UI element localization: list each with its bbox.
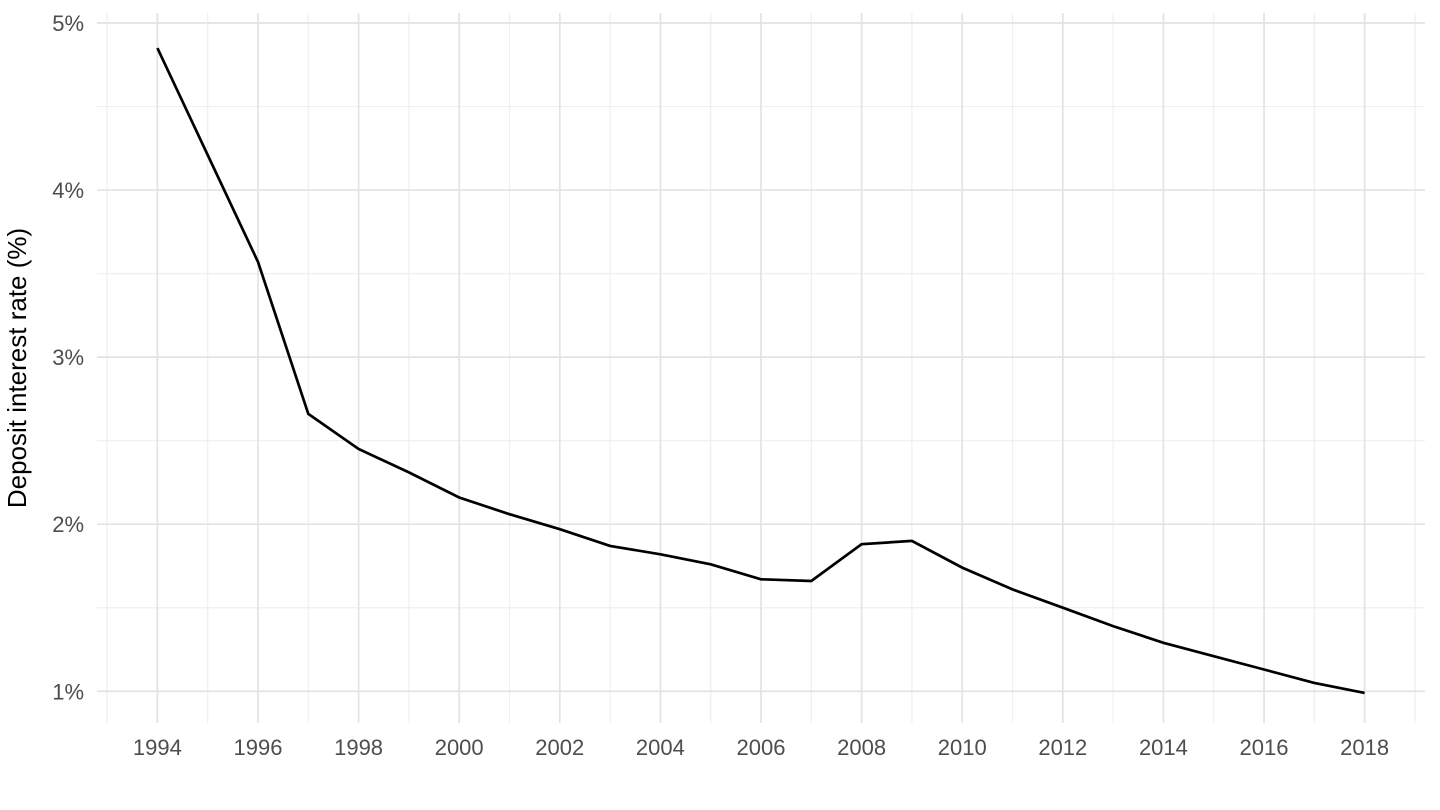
- y-axis-tick-labels: 1% 2% 3% 4% 5%: [52, 11, 84, 704]
- x-tick-label: 2014: [1139, 735, 1188, 760]
- x-tick-label: 1996: [233, 735, 282, 760]
- x-tick-label: 2008: [837, 735, 886, 760]
- x-tick-label: 2012: [1038, 735, 1087, 760]
- x-tick-label: 2006: [737, 735, 786, 760]
- y-tick-label: 5%: [52, 11, 84, 36]
- x-axis-tick-labels: 1994 1996 1998 2000 2002 2004 2006 2008 2010 2012…: [133, 735, 1389, 760]
- major-gridlines: [97, 13, 1425, 723]
- y-tick-label: 3%: [52, 345, 84, 370]
- y-tick-label: 1%: [52, 679, 84, 704]
- x-tick-label: 2010: [938, 735, 987, 760]
- x-tick-label: 2018: [1340, 735, 1389, 760]
- x-tick-label: 2002: [535, 735, 584, 760]
- x-tick-label: 1998: [334, 735, 383, 760]
- y-tick-label: 2%: [52, 512, 84, 537]
- y-axis-title: Deposit interest rate (%): [2, 228, 32, 508]
- y-tick-label: 4%: [52, 178, 84, 203]
- x-tick-label: 2016: [1240, 735, 1289, 760]
- x-tick-label: 2000: [435, 735, 484, 760]
- deposit-rate-line: [156, 47, 1365, 695]
- x-tick-label: 1994: [133, 735, 182, 760]
- x-tick-label: 2004: [636, 735, 685, 760]
